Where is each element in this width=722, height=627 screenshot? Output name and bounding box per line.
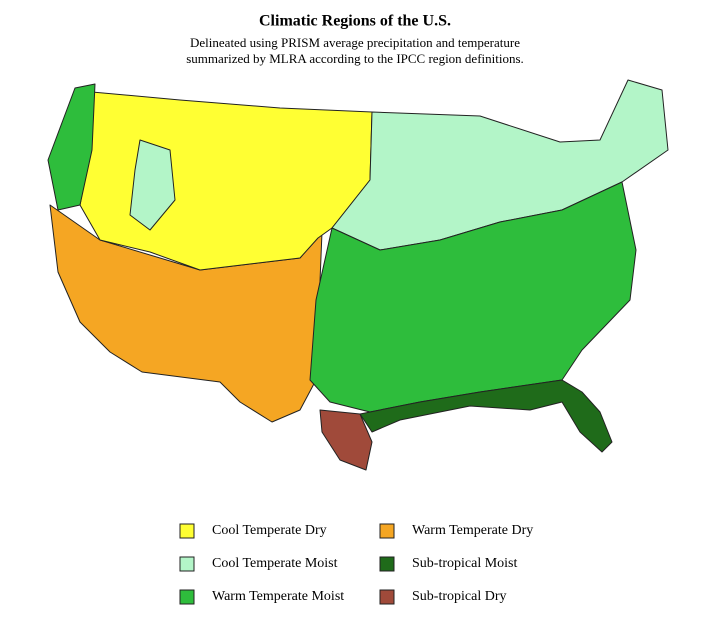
region-warm-temperate-moist	[47, 83, 96, 211]
legend-label: Sub-tropical Dry	[412, 589, 506, 604]
legend-swatch	[379, 556, 395, 572]
legend-swatch	[379, 523, 395, 539]
legend-label: Sub-tropical Moist	[412, 556, 517, 571]
legend-label: Cool Temperate Moist	[212, 556, 338, 571]
legend: Cool Temperate Dry Cool Temperate Moist Wa…	[179, 523, 533, 605]
region-cool-temperate-moist	[129, 139, 176, 231]
legend-swatch	[179, 556, 195, 572]
map	[47, 79, 669, 471]
legend-swatch	[179, 523, 195, 539]
subtitle: Delineated using PRISM average precipita…	[190, 35, 520, 50]
legend-swatch	[179, 589, 195, 605]
legend-label: Cool Temperate Dry	[212, 523, 327, 538]
legend-swatch	[379, 589, 395, 605]
region-sub-tropical-moist	[359, 379, 613, 453]
subtitle: summarized by MLRA according to the IPCC…	[186, 51, 524, 66]
region-warm-temperate-moist	[309, 181, 637, 413]
title: Climatic Regions of the U.S.	[259, 13, 451, 30]
legend-label: Warm Temperate Dry	[412, 523, 533, 538]
legend-label: Warm Temperate Moist	[212, 589, 344, 604]
region-sub-tropical-dry	[319, 409, 373, 471]
